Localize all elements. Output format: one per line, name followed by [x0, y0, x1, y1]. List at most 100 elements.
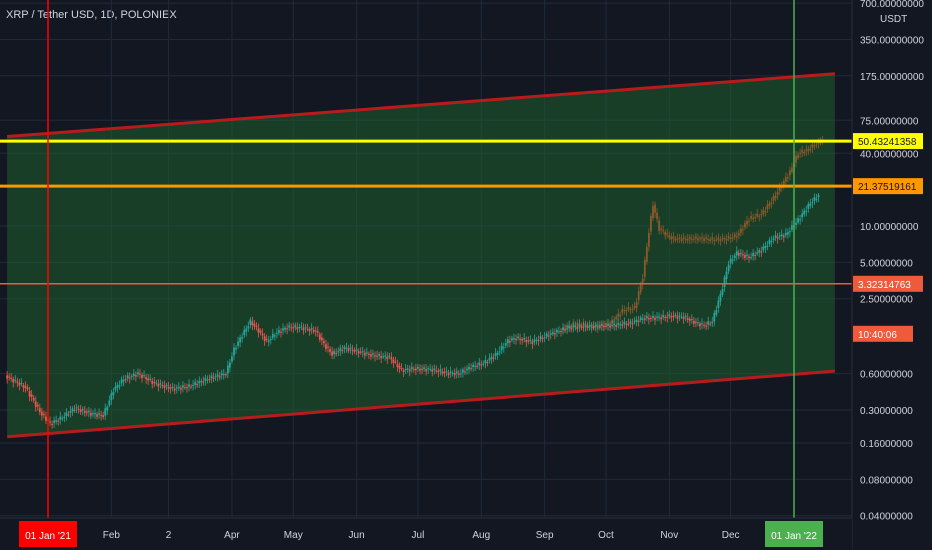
candle-body — [588, 326, 591, 328]
candle-body — [224, 374, 227, 376]
date-marker-tag-label: 01 Jan '21 — [25, 531, 71, 542]
time-axis-panel — [0, 518, 852, 550]
candle-body — [486, 361, 489, 363]
projection-body — [764, 211, 767, 213]
candle-body — [104, 408, 107, 416]
candle-body — [310, 328, 313, 330]
candle-body — [147, 378, 150, 381]
candle-body — [762, 246, 765, 251]
candle-body — [386, 356, 389, 360]
candle-body — [347, 348, 350, 351]
price-tick-label: 350.00000000 — [860, 35, 924, 46]
candle-body — [519, 338, 522, 340]
candle-body — [566, 328, 569, 330]
candle-body — [592, 326, 595, 329]
candle-body — [417, 366, 419, 369]
candle-body — [108, 400, 111, 406]
candle-body — [774, 235, 777, 238]
price-tick-label: 175.00000000 — [860, 72, 924, 83]
projection-body — [762, 210, 765, 215]
candle-body — [797, 218, 799, 223]
candle-body — [69, 411, 72, 413]
candle-body — [137, 372, 139, 375]
projection-body — [701, 237, 703, 239]
candle-body — [789, 231, 791, 233]
candle-body — [216, 374, 219, 377]
candle-body — [194, 382, 197, 385]
candle-body — [408, 369, 411, 372]
candle-body — [10, 377, 13, 379]
candle-body — [298, 327, 301, 329]
price-level-tag — [853, 178, 923, 195]
projection-body — [670, 236, 673, 240]
candle-body — [590, 324, 593, 327]
candle-body — [551, 332, 554, 334]
candle-body — [627, 323, 630, 325]
candle-body — [784, 232, 787, 236]
candle-body — [643, 318, 646, 320]
candle-body — [18, 382, 21, 386]
candle-body — [73, 409, 76, 411]
candle-body — [439, 369, 442, 372]
candle-body — [447, 372, 450, 376]
candle-body — [600, 323, 603, 326]
candle-body — [470, 368, 472, 370]
projection-body — [707, 239, 710, 241]
candle-body — [598, 325, 601, 328]
candle-body — [476, 365, 479, 367]
projection-body — [784, 177, 787, 182]
channel-lower-line — [7, 369, 835, 439]
candle-body — [711, 321, 714, 323]
candle-body — [445, 371, 448, 373]
projection-body — [731, 237, 734, 239]
projection-body — [813, 145, 816, 147]
candle-body — [733, 255, 736, 259]
candle-body — [157, 383, 160, 387]
candle-body — [725, 271, 728, 280]
projection-body — [742, 229, 744, 231]
candle-body — [568, 325, 571, 329]
price-level-tag-label: 50.43241358 — [858, 137, 917, 148]
candle-body — [421, 368, 423, 370]
candle-body — [251, 321, 254, 326]
candle-body — [811, 202, 814, 204]
projection-body — [705, 237, 708, 239]
candle-body — [26, 387, 29, 390]
candle-body — [766, 245, 769, 247]
candle-body — [106, 406, 109, 411]
candle-body — [513, 338, 515, 340]
candle-body — [329, 349, 331, 352]
projection-body — [758, 215, 761, 217]
candle-body — [427, 368, 430, 370]
candle-body — [537, 340, 540, 342]
candle-body — [359, 351, 362, 353]
candle-body — [672, 315, 675, 317]
candle-body — [276, 332, 278, 334]
price-level-tag — [853, 133, 923, 150]
candle-body — [795, 222, 797, 225]
projection-body — [737, 232, 740, 236]
candle-body — [780, 234, 783, 237]
price-level-tag-label: 21.37519161 — [858, 182, 917, 193]
candle-body — [437, 370, 440, 373]
candle-body — [472, 364, 475, 368]
candle-body — [261, 333, 264, 336]
candle-body — [374, 355, 376, 357]
candle-body — [132, 373, 135, 376]
projection-body — [621, 308, 624, 313]
candle-body — [79, 409, 82, 412]
projection-body — [739, 228, 742, 233]
price-level-tag-label: 3.32314763 — [858, 280, 911, 291]
candle-body — [126, 375, 129, 379]
candle-body — [200, 380, 203, 383]
candle-body — [325, 344, 327, 349]
projection-body — [744, 223, 746, 228]
candle-body — [404, 368, 407, 370]
projection-body — [760, 213, 763, 216]
projection-body — [703, 238, 705, 241]
projection-body — [660, 228, 663, 230]
candle-body — [173, 388, 176, 391]
projection-body — [680, 238, 683, 242]
candle-body — [302, 327, 305, 331]
